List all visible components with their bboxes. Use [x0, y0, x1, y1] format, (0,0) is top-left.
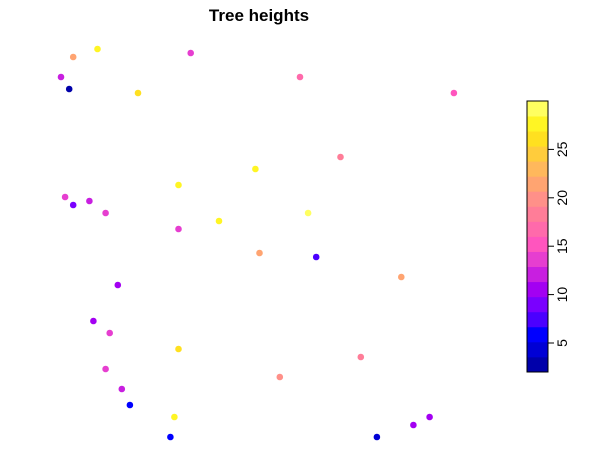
- data-point: [61, 193, 69, 201]
- data-point: [276, 373, 284, 381]
- legend-tick-label: 25: [554, 141, 570, 157]
- data-point: [175, 345, 182, 353]
- data-point: [90, 317, 97, 325]
- data-point: [118, 385, 126, 393]
- data-point: [373, 433, 381, 441]
- data-point: [410, 421, 417, 429]
- data-point: [175, 225, 182, 233]
- legend-tick-label: 5: [554, 339, 570, 347]
- data-point: [312, 253, 320, 261]
- legend-color-swatch: [527, 206, 548, 222]
- legend-color-swatch: [527, 341, 548, 358]
- data-point: [57, 73, 65, 81]
- legend-color-swatch: [527, 251, 548, 268]
- data-point: [69, 53, 77, 61]
- color-legend: 5 10 15 20 25: [526, 100, 570, 373]
- data-point: [106, 329, 113, 337]
- data-point: [86, 197, 93, 205]
- legend-color-swatch: [527, 326, 548, 343]
- legend-color-swatch: [527, 296, 548, 313]
- data-point: [167, 433, 174, 441]
- legend-color-swatch: [527, 191, 548, 207]
- data-point: [69, 201, 77, 209]
- data-point: [337, 153, 344, 161]
- legend-color-swatch: [527, 176, 548, 192]
- legend-frame: [526, 100, 549, 373]
- legend-color-swatch: [527, 116, 548, 132]
- data-point: [114, 281, 122, 289]
- legend-color-swatch: [527, 236, 548, 252]
- legend-tick-label: 20: [554, 190, 570, 206]
- legend-color-swatch: [527, 146, 548, 162]
- legend-tick-label: 10: [554, 287, 570, 303]
- data-point: [175, 181, 182, 189]
- data-point: [256, 249, 263, 257]
- legend-tick-label: 15: [554, 238, 570, 254]
- points-layer: [57, 45, 458, 441]
- data-point: [398, 273, 405, 281]
- legend-color-swatch: [527, 131, 548, 147]
- data-point: [215, 217, 223, 225]
- legend-color-swatch: [527, 356, 548, 373]
- data-point: [450, 89, 458, 97]
- data-point: [134, 89, 142, 97]
- data-point: [357, 353, 365, 361]
- legend-color-swatch: [527, 101, 548, 117]
- data-point: [65, 85, 73, 93]
- data-point: [304, 209, 312, 217]
- legend-color-swatch: [527, 281, 548, 298]
- legend-color-swatch: [527, 161, 548, 177]
- legend-color-swatch: [527, 311, 548, 328]
- data-point: [426, 413, 433, 421]
- legend-color-swatch: [527, 221, 548, 237]
- data-point: [296, 73, 304, 81]
- data-point: [126, 401, 134, 409]
- data-point: [102, 209, 109, 217]
- legend-color-swatch: [527, 266, 548, 283]
- chart-title: Tree heights: [209, 6, 309, 25]
- data-point: [187, 49, 194, 57]
- data-point: [94, 45, 101, 53]
- data-point: [252, 165, 259, 173]
- data-point: [171, 413, 178, 421]
- data-point: [102, 365, 109, 373]
